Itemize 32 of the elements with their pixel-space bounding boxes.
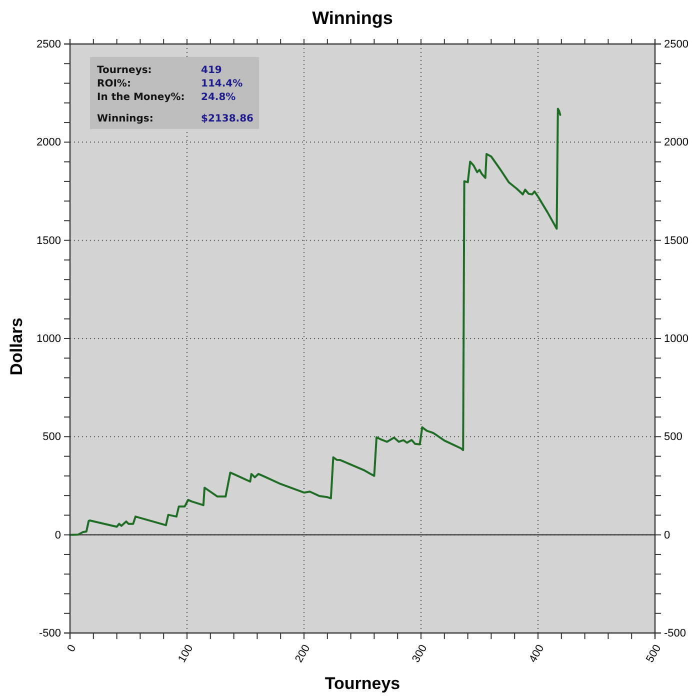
x-tick-label: 100	[176, 642, 196, 665]
y-tick-label: 0	[54, 529, 61, 542]
annotation: $2138.86	[201, 114, 254, 124]
y2-tick-label: 2500	[664, 38, 688, 51]
y-tick-label: 1500	[36, 234, 61, 247]
y2-tick-label: 1000	[664, 333, 688, 346]
y2-tick-label: 2000	[664, 136, 688, 149]
x-tick-label: 0	[65, 642, 79, 654]
x-tick-label: 500	[644, 642, 664, 665]
annotation: Winnings:	[97, 114, 154, 124]
annotation: Tourneys:	[97, 65, 152, 76]
y-tick-label: 500	[42, 431, 61, 444]
chart-title: Winnings	[312, 8, 393, 28]
annotation: In the Money%:	[97, 92, 185, 103]
x-tick-label: 300	[410, 642, 430, 665]
line-series	[69, 108, 562, 536]
y-tick-label: 2500	[36, 38, 61, 51]
annotation: 24.8%	[201, 92, 236, 103]
x-tick-label: 400	[527, 642, 547, 665]
annotation: ROI%:	[97, 78, 131, 90]
y-tick-label: 1000	[36, 333, 61, 346]
x-tick-label: 200	[293, 642, 313, 665]
annotation: 114.4%	[201, 78, 243, 90]
y-tick-label: -500	[38, 628, 61, 640]
y-axis-title: Dollars	[7, 318, 26, 376]
annotation: 419	[201, 65, 222, 76]
y2-tick-label: 500	[664, 431, 682, 444]
y-tick-label: 2000	[36, 136, 61, 149]
y2-tick-label: 1500	[664, 234, 688, 247]
x-axis-title: Tourneys	[324, 674, 400, 693]
y2-tick-label: 0	[664, 529, 670, 542]
y2-tick-label: -500	[664, 628, 686, 640]
